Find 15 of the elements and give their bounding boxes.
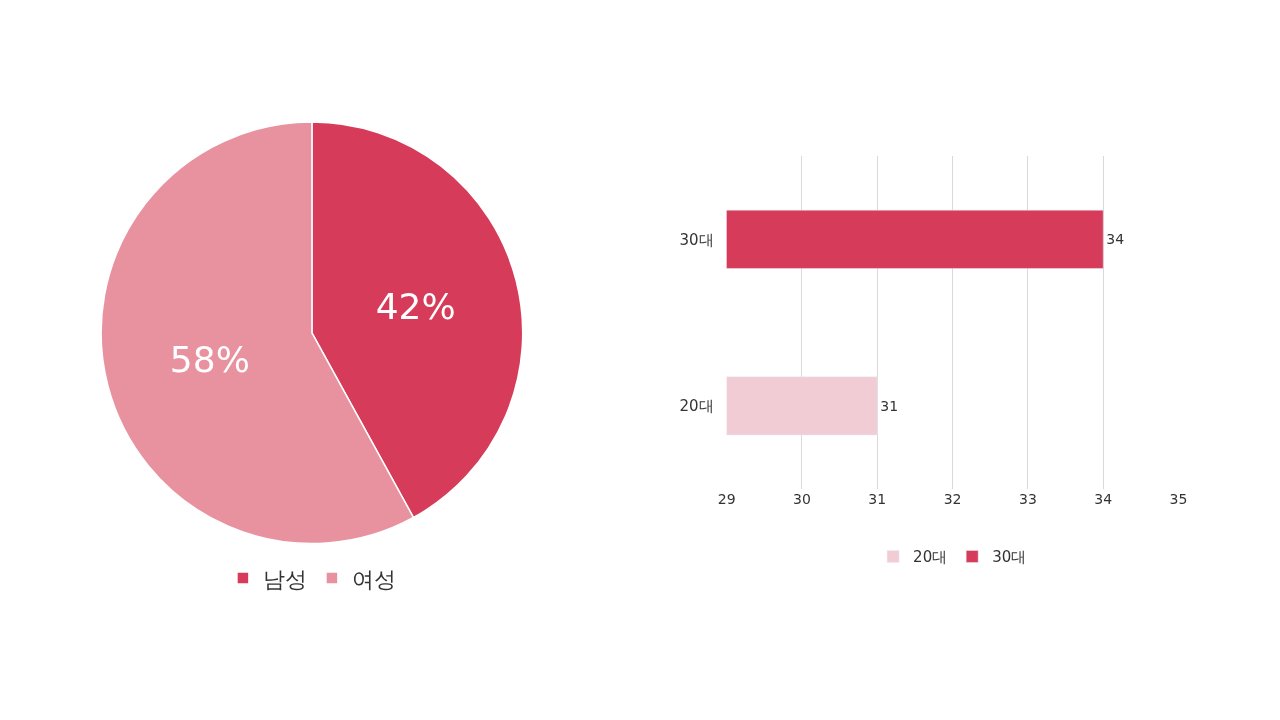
x-tick-label: 33 <box>1019 491 1037 508</box>
x-tick-label: 30 <box>793 491 811 508</box>
legend-label: 여성 <box>351 566 396 592</box>
data-label: 34 <box>1106 231 1125 248</box>
x-tick-label: 35 <box>1169 491 1188 508</box>
data-label: 31 <box>880 397 899 414</box>
data-label: 58% <box>169 338 250 380</box>
data-label: 42% <box>375 285 456 327</box>
x-tick-label: 29 <box>717 491 736 508</box>
legend-label: 20대 <box>913 548 948 567</box>
x-tick-label: 31 <box>868 491 887 508</box>
x-tick-label: 32 <box>943 491 962 508</box>
legend-label: 30대 <box>992 548 1027 567</box>
x-tick-label: 34 <box>1094 491 1113 508</box>
legend-label: 남성 <box>262 566 307 592</box>
